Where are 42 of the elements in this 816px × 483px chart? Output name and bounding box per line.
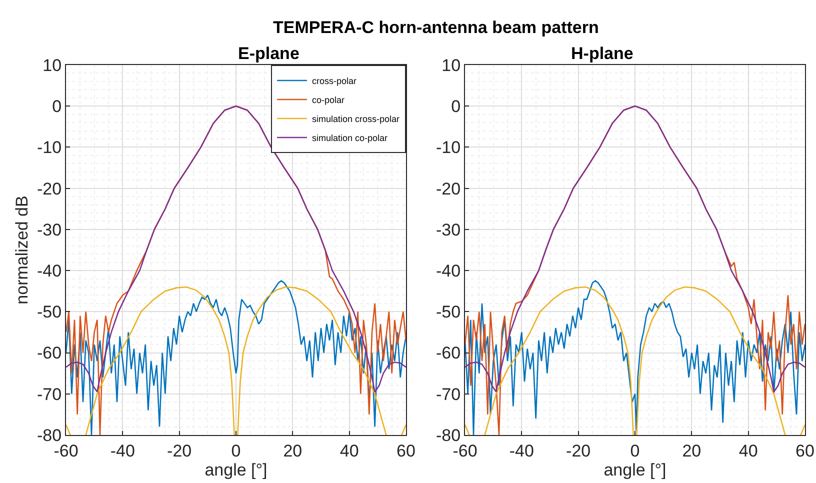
x-tick-label: 0	[630, 441, 640, 460]
y-tick-label: -10	[436, 138, 461, 158]
chart-title: E-plane	[238, 44, 300, 63]
y-tick-label: 10	[42, 56, 62, 75]
legend-label: simulation co-polar	[312, 133, 388, 144]
y-tick-label: -50	[436, 302, 461, 322]
y-tick-label: -10	[37, 138, 62, 158]
x-axis-title: angle [°]	[604, 460, 666, 480]
y-tick-label: -20	[436, 179, 461, 198]
x-tick-label: -40	[110, 441, 135, 460]
legend-label: cross-polar	[312, 76, 357, 86]
x-tick-label: 60	[396, 441, 416, 460]
y-tick-label: 0	[451, 97, 461, 116]
x-tick-label: 20	[283, 441, 302, 460]
x-axis-title: angle [°]	[204, 460, 268, 480]
y-tick-label: -60	[436, 344, 461, 363]
y-tick-label: -50	[37, 302, 62, 322]
x-tick-label: 20	[682, 441, 702, 460]
x-tick-label: 0	[231, 441, 241, 460]
legend-label: simulation cross-polar	[312, 114, 400, 124]
y-tick-label: 10	[442, 56, 461, 75]
y-tick-label: -30	[436, 220, 461, 240]
y-tick-label: -70	[436, 384, 461, 404]
x-tick-label: 60	[796, 441, 814, 460]
y-tick-label: -80	[37, 426, 62, 445]
y-tick-label: 0	[52, 97, 62, 116]
y-tick-label: -60	[37, 344, 62, 363]
x-tick-label: -20	[167, 441, 192, 460]
y-tick-label: -20	[37, 179, 62, 198]
text: TEMPERA-C horn-antenna beam pattern	[273, 18, 599, 37]
x-tick-label: -20	[566, 441, 591, 460]
y-tick-label: -30	[37, 220, 62, 240]
x-tick-label: 40	[738, 441, 758, 460]
legend-label: co-polar	[312, 95, 345, 106]
y-tick-label: -40	[436, 262, 461, 281]
y-axis-title: normalized dB	[12, 196, 32, 304]
y-tick-label: -40	[37, 262, 62, 281]
chart-title: H-plane	[571, 44, 634, 63]
x-tick-label: 40	[340, 441, 359, 460]
y-tick-label: -70	[37, 384, 62, 404]
x-tick-label: -40	[509, 441, 534, 460]
y-tick-label: -80	[436, 426, 461, 445]
